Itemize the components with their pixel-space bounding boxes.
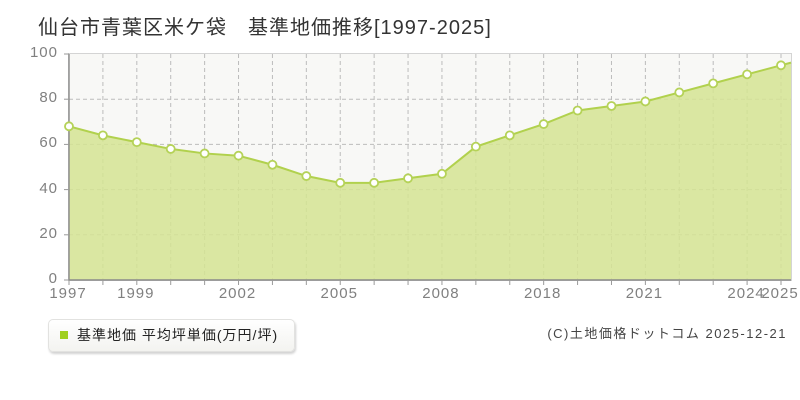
data-point-marker <box>369 177 380 188</box>
data-point-marker <box>470 141 481 152</box>
data-point-marker <box>64 121 74 132</box>
x-tick-label: 2005 <box>320 285 358 302</box>
data-point-marker <box>776 60 786 71</box>
x-tick-label: 2021 <box>625 285 664 302</box>
data-point-marker <box>233 150 244 161</box>
y-tick-label: 20 <box>39 224 58 242</box>
data-point-marker <box>301 171 312 181</box>
legend-series-label: 基準地価 平均坪単価(万円/坪) <box>77 327 279 343</box>
data-point-marker <box>267 159 278 170</box>
data-point-marker <box>165 144 176 154</box>
data-point-marker <box>708 78 719 89</box>
legend-series-swatch-icon <box>60 331 68 339</box>
y-tick-label: 40 <box>39 179 58 197</box>
data-point-marker <box>131 137 142 148</box>
data-point-marker <box>437 168 447 179</box>
x-tick-label: 2025 <box>761 285 799 302</box>
copyright-text: (C)土地価格ドットコム 2025-12-21 <box>547 326 787 341</box>
chart-title: 仙台市青葉区米ケ袋 基準地価推移[1997-2025] <box>38 17 492 39</box>
x-tick-label: 2002 <box>218 285 257 302</box>
y-tick-label: 100 <box>29 44 58 61</box>
y-tick-label: 60 <box>39 134 58 152</box>
data-point-marker <box>538 119 549 129</box>
y-tick-label: 80 <box>39 89 58 107</box>
legend-box: 基準地価 平均坪単価(万円/坪) <box>48 319 296 352</box>
data-point-marker <box>199 148 210 159</box>
area-chart-svg <box>64 53 792 285</box>
x-tick-label: 2008 <box>422 285 460 302</box>
data-point-marker <box>403 173 413 184</box>
x-tick-label: 1999 <box>117 285 155 302</box>
data-point-marker <box>572 105 583 116</box>
x-tick-label: 2018 <box>523 285 562 302</box>
data-point-marker <box>335 177 346 188</box>
data-point-marker <box>504 130 515 141</box>
area-fill <box>69 62 791 280</box>
x-tick-label: 1997 <box>49 285 87 302</box>
x-tick-label: 2024 <box>727 285 765 302</box>
data-point-marker <box>674 87 685 98</box>
data-point-marker <box>606 101 617 111</box>
data-point-marker <box>98 130 108 141</box>
data-point-marker <box>640 96 651 107</box>
y-tick-label: 0 <box>48 270 58 287</box>
data-point-marker <box>742 69 752 80</box>
plot-area <box>64 53 792 285</box>
